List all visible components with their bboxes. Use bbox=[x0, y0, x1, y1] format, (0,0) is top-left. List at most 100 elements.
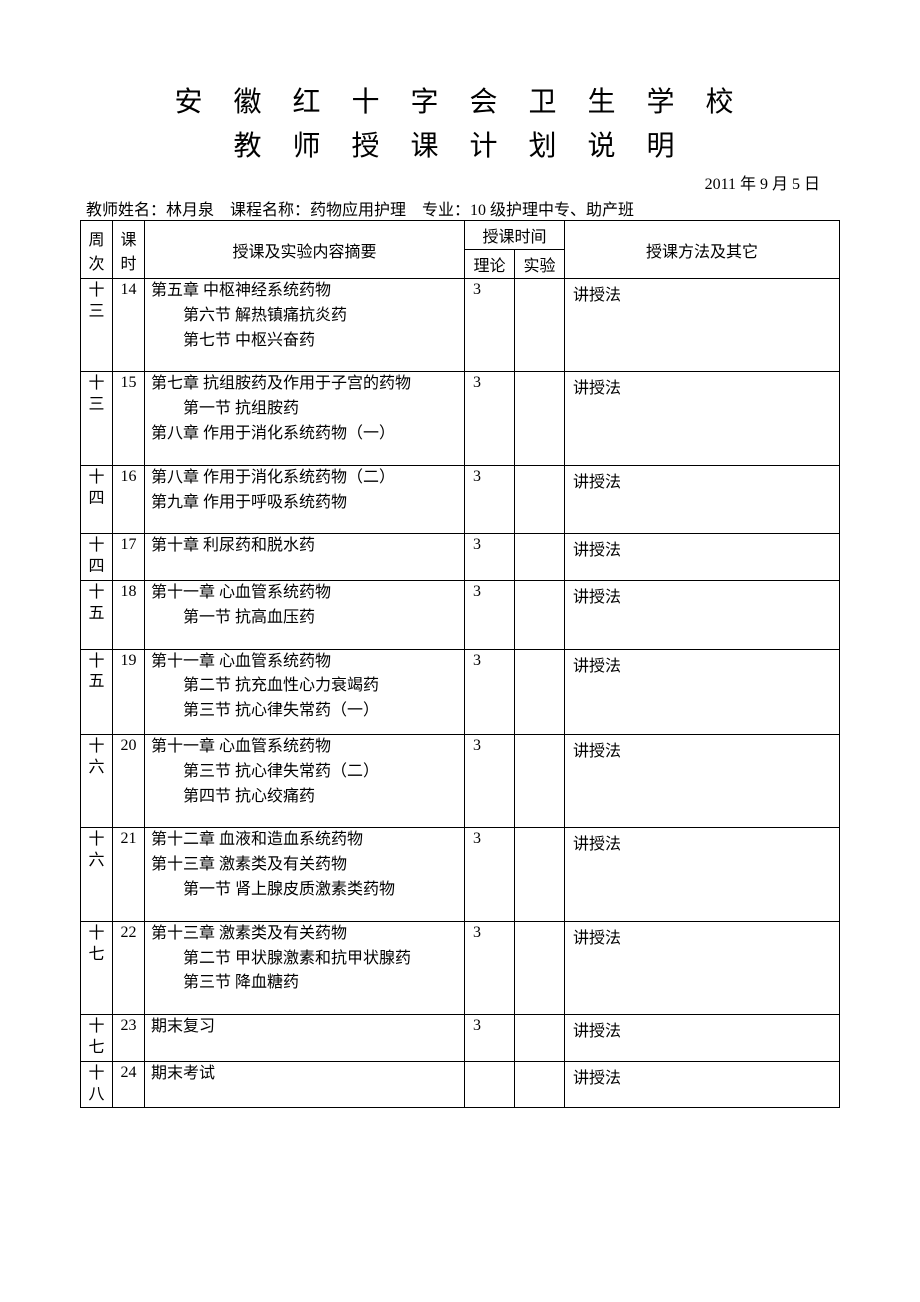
method-cell: 讲授法 bbox=[565, 734, 840, 827]
week-cell: 十四 bbox=[81, 534, 113, 581]
content-cell: 第十三章 激素类及有关药物第二节 甲状腺激素和抗甲状腺药第三节 降血糖药 bbox=[145, 921, 465, 1014]
method-cell: 讲授法 bbox=[565, 372, 840, 465]
table-row: 十三14第五章 中枢神经系统药物第六节 解热镇痛抗炎药第七节 中枢兴奋药3讲授法 bbox=[81, 279, 840, 372]
theory-cell: 3 bbox=[465, 534, 515, 581]
content-line: 第四节 抗心绞痛药 bbox=[183, 785, 458, 810]
week-cell: 十六 bbox=[81, 828, 113, 921]
period-cell: 16 bbox=[113, 465, 145, 534]
content-line: 第一节 抗组胺药 bbox=[183, 397, 458, 422]
experiment-cell bbox=[515, 1061, 565, 1108]
method-cell: 讲授法 bbox=[565, 1061, 840, 1108]
content-line: 第三节 抗心律失常药（一） bbox=[183, 699, 458, 724]
content-line: 第二节 甲状腺激素和抗甲状腺药 bbox=[183, 947, 458, 972]
content-line: 期末复习 bbox=[151, 1015, 458, 1040]
theory-cell: 3 bbox=[465, 580, 515, 649]
content-cell: 第五章 中枢神经系统药物第六节 解热镇痛抗炎药第七节 中枢兴奋药 bbox=[145, 279, 465, 372]
col-header-content: 授课及实验内容摘要 bbox=[145, 221, 465, 279]
method-cell: 讲授法 bbox=[565, 279, 840, 372]
period-cell: 14 bbox=[113, 279, 145, 372]
theory-cell: 3 bbox=[465, 828, 515, 921]
week-cell: 十八 bbox=[81, 1061, 113, 1108]
content-line: 第九章 作用于呼吸系统药物 bbox=[151, 491, 458, 516]
table-row: 十五19第十一章 心血管系统药物第二节 抗充血性心力衰竭药第三节 抗心律失常药（… bbox=[81, 649, 840, 734]
content-cell: 第十一章 心血管系统药物第一节 抗高血压药 bbox=[145, 580, 465, 649]
table-row: 十七22第十三章 激素类及有关药物第二节 甲状腺激素和抗甲状腺药第三节 降血糖药… bbox=[81, 921, 840, 1014]
content-line: 第十一章 心血管系统药物 bbox=[151, 735, 458, 760]
week-cell: 十七 bbox=[81, 1015, 113, 1062]
method-cell: 讲授法 bbox=[565, 534, 840, 581]
experiment-cell bbox=[515, 465, 565, 534]
experiment-cell bbox=[515, 828, 565, 921]
table-row: 十五18第十一章 心血管系统药物第一节 抗高血压药3 讲授法 bbox=[81, 580, 840, 649]
content-line: 第三节 降血糖药 bbox=[183, 971, 458, 996]
content-line: 第十一章 心血管系统药物 bbox=[151, 581, 458, 606]
period-cell: 20 bbox=[113, 734, 145, 827]
col-header-week: 周次 bbox=[81, 221, 113, 279]
content-cell: 第七章 抗组胺药及作用于子宫的药物第一节 抗组胺药第八章 作用于消化系统药物（一… bbox=[145, 372, 465, 465]
content-cell: 第十一章 心血管系统药物第二节 抗充血性心力衰竭药第三节 抗心律失常药（一） bbox=[145, 649, 465, 734]
content-line: 第七节 中枢兴奋药 bbox=[183, 329, 458, 354]
content-line: 第十章 利尿药和脱水药 bbox=[151, 534, 458, 559]
method-cell: 讲授法 bbox=[565, 580, 840, 649]
content-line: 第一节 肾上腺皮质激素类药物 bbox=[183, 878, 458, 903]
method-cell: 讲授法 bbox=[565, 1015, 840, 1062]
title-line1: 安 徽 红 十 字 会 卫 生 学 校 bbox=[80, 80, 840, 120]
date-line: 2011 年 9 月 5 日 bbox=[80, 170, 820, 194]
week-cell: 十六 bbox=[81, 734, 113, 827]
col-header-theory: 理论 bbox=[465, 250, 515, 279]
method-cell: 讲授法 bbox=[565, 649, 840, 734]
week-cell: 十五 bbox=[81, 649, 113, 734]
content-line: 第五章 中枢神经系统药物 bbox=[151, 279, 458, 304]
week-cell: 十三 bbox=[81, 279, 113, 372]
content-line: 第十三章 激素类及有关药物 bbox=[151, 922, 458, 947]
table-row: 十六20第十一章 心血管系统药物第三节 抗心律失常药（二）第四节 抗心绞痛药3讲… bbox=[81, 734, 840, 827]
experiment-cell bbox=[515, 734, 565, 827]
content-line: 第八章 作用于消化系统药物（二） bbox=[151, 466, 458, 491]
title-line2: 教 师 授 课 计 划 说 明 bbox=[80, 124, 840, 164]
content-line: 第十二章 血液和造血系统药物 bbox=[151, 828, 458, 853]
theory-cell: 3 bbox=[465, 372, 515, 465]
content-line: 第二节 抗充血性心力衰竭药 bbox=[183, 674, 458, 699]
theory-cell: 3 bbox=[465, 734, 515, 827]
week-cell: 十三 bbox=[81, 372, 113, 465]
method-cell: 讲授法 bbox=[565, 828, 840, 921]
method-cell: 讲授法 bbox=[565, 921, 840, 1014]
period-cell: 22 bbox=[113, 921, 145, 1014]
col-header-experiment: 实验 bbox=[515, 250, 565, 279]
content-line: 第八章 作用于消化系统药物（一） bbox=[151, 422, 458, 447]
week-cell: 十五 bbox=[81, 580, 113, 649]
period-cell: 24 bbox=[113, 1061, 145, 1108]
theory-cell: 3 bbox=[465, 1015, 515, 1062]
method-cell: 讲授法 bbox=[565, 465, 840, 534]
theory-cell bbox=[465, 1061, 515, 1108]
col-header-method: 授课方法及其它 bbox=[565, 221, 840, 279]
table-row: 十六21第十二章 血液和造血系统药物第十三章 激素类及有关药物第一节 肾上腺皮质… bbox=[81, 828, 840, 921]
table-row: 十八24期末考试 讲授法 bbox=[81, 1061, 840, 1108]
table-row: 十七23期末复习 3 讲授法 bbox=[81, 1015, 840, 1062]
content-line: 第十三章 激素类及有关药物 bbox=[151, 853, 458, 878]
week-cell: 十七 bbox=[81, 921, 113, 1014]
experiment-cell bbox=[515, 534, 565, 581]
content-cell: 第八章 作用于消化系统药物（二）第九章 作用于呼吸系统药物 bbox=[145, 465, 465, 534]
theory-cell: 3 bbox=[465, 921, 515, 1014]
info-line: 教师姓名：林月泉 课程名称：药物应用护理 专业：10 级护理中专、助产班 bbox=[80, 196, 840, 220]
table-row: 十三15第七章 抗组胺药及作用于子宫的药物第一节 抗组胺药第八章 作用于消化系统… bbox=[81, 372, 840, 465]
experiment-cell bbox=[515, 279, 565, 372]
experiment-cell bbox=[515, 580, 565, 649]
col-header-period: 课时 bbox=[113, 221, 145, 279]
period-cell: 17 bbox=[113, 534, 145, 581]
content-cell: 第十一章 心血管系统药物第三节 抗心律失常药（二）第四节 抗心绞痛药 bbox=[145, 734, 465, 827]
period-cell: 15 bbox=[113, 372, 145, 465]
experiment-cell bbox=[515, 1015, 565, 1062]
period-cell: 19 bbox=[113, 649, 145, 734]
content-line: 期末考试 bbox=[151, 1062, 458, 1087]
content-line: 第七章 抗组胺药及作用于子宫的药物 bbox=[151, 372, 458, 397]
experiment-cell bbox=[515, 372, 565, 465]
table-row: 十四16第八章 作用于消化系统药物（二）第九章 作用于呼吸系统药物3讲授法 bbox=[81, 465, 840, 534]
content-cell: 第十章 利尿药和脱水药 bbox=[145, 534, 465, 581]
period-cell: 21 bbox=[113, 828, 145, 921]
content-cell: 期末复习 bbox=[145, 1015, 465, 1062]
period-cell: 18 bbox=[113, 580, 145, 649]
period-cell: 23 bbox=[113, 1015, 145, 1062]
col-header-time-group: 授课时间 bbox=[465, 221, 565, 250]
